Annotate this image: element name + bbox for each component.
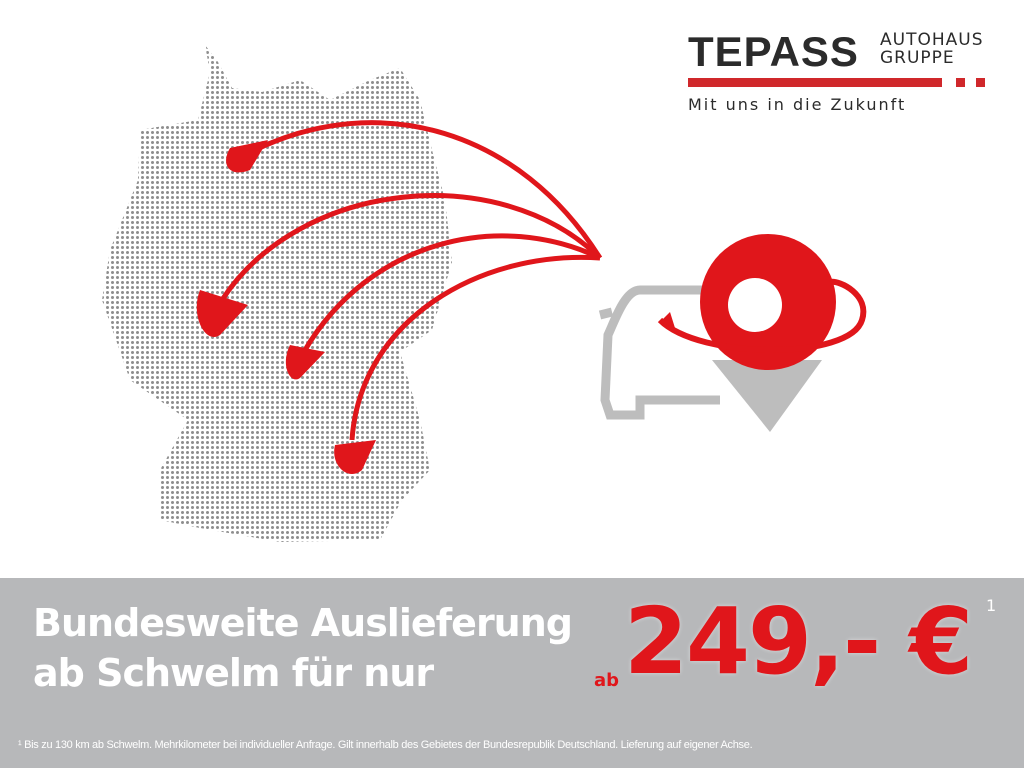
price: 249,- € — [624, 588, 973, 695]
price-prefix: ab — [594, 670, 620, 691]
delivery-arrows — [219, 120, 603, 441]
footnote-marker: 1 — [986, 596, 997, 615]
logo-name: TEPASS — [688, 28, 859, 75]
logo-tagline: Mit uns in die Zukunft — [688, 95, 907, 114]
headline: Bundesweite Auslieferung ab Schwelm für … — [33, 598, 573, 698]
arrow-heads — [196, 140, 376, 474]
logo-sub-line1: AUTOHAUS — [880, 30, 984, 50]
germany-dot-map — [102, 45, 452, 542]
car-icon — [598, 285, 720, 420]
headline-line2: ab Schwelm für nur — [33, 651, 434, 695]
location-pin-icon — [657, 234, 867, 432]
logo-subtitle: AUTOHAUS GRUPPE — [880, 31, 983, 67]
logo-square — [956, 78, 965, 87]
logo-bar — [688, 78, 942, 87]
offer-banner: Bundesweite Auslieferung ab Schwelm für … — [0, 578, 1024, 768]
footnote: ¹ Bis zu 130 km ab Schwelm. Mehrkilomete… — [18, 739, 753, 751]
logo-square — [976, 78, 985, 87]
headline-line1: Bundesweite Auslieferung — [33, 601, 573, 645]
logo-sub-line2: GRUPPE — [880, 48, 955, 68]
